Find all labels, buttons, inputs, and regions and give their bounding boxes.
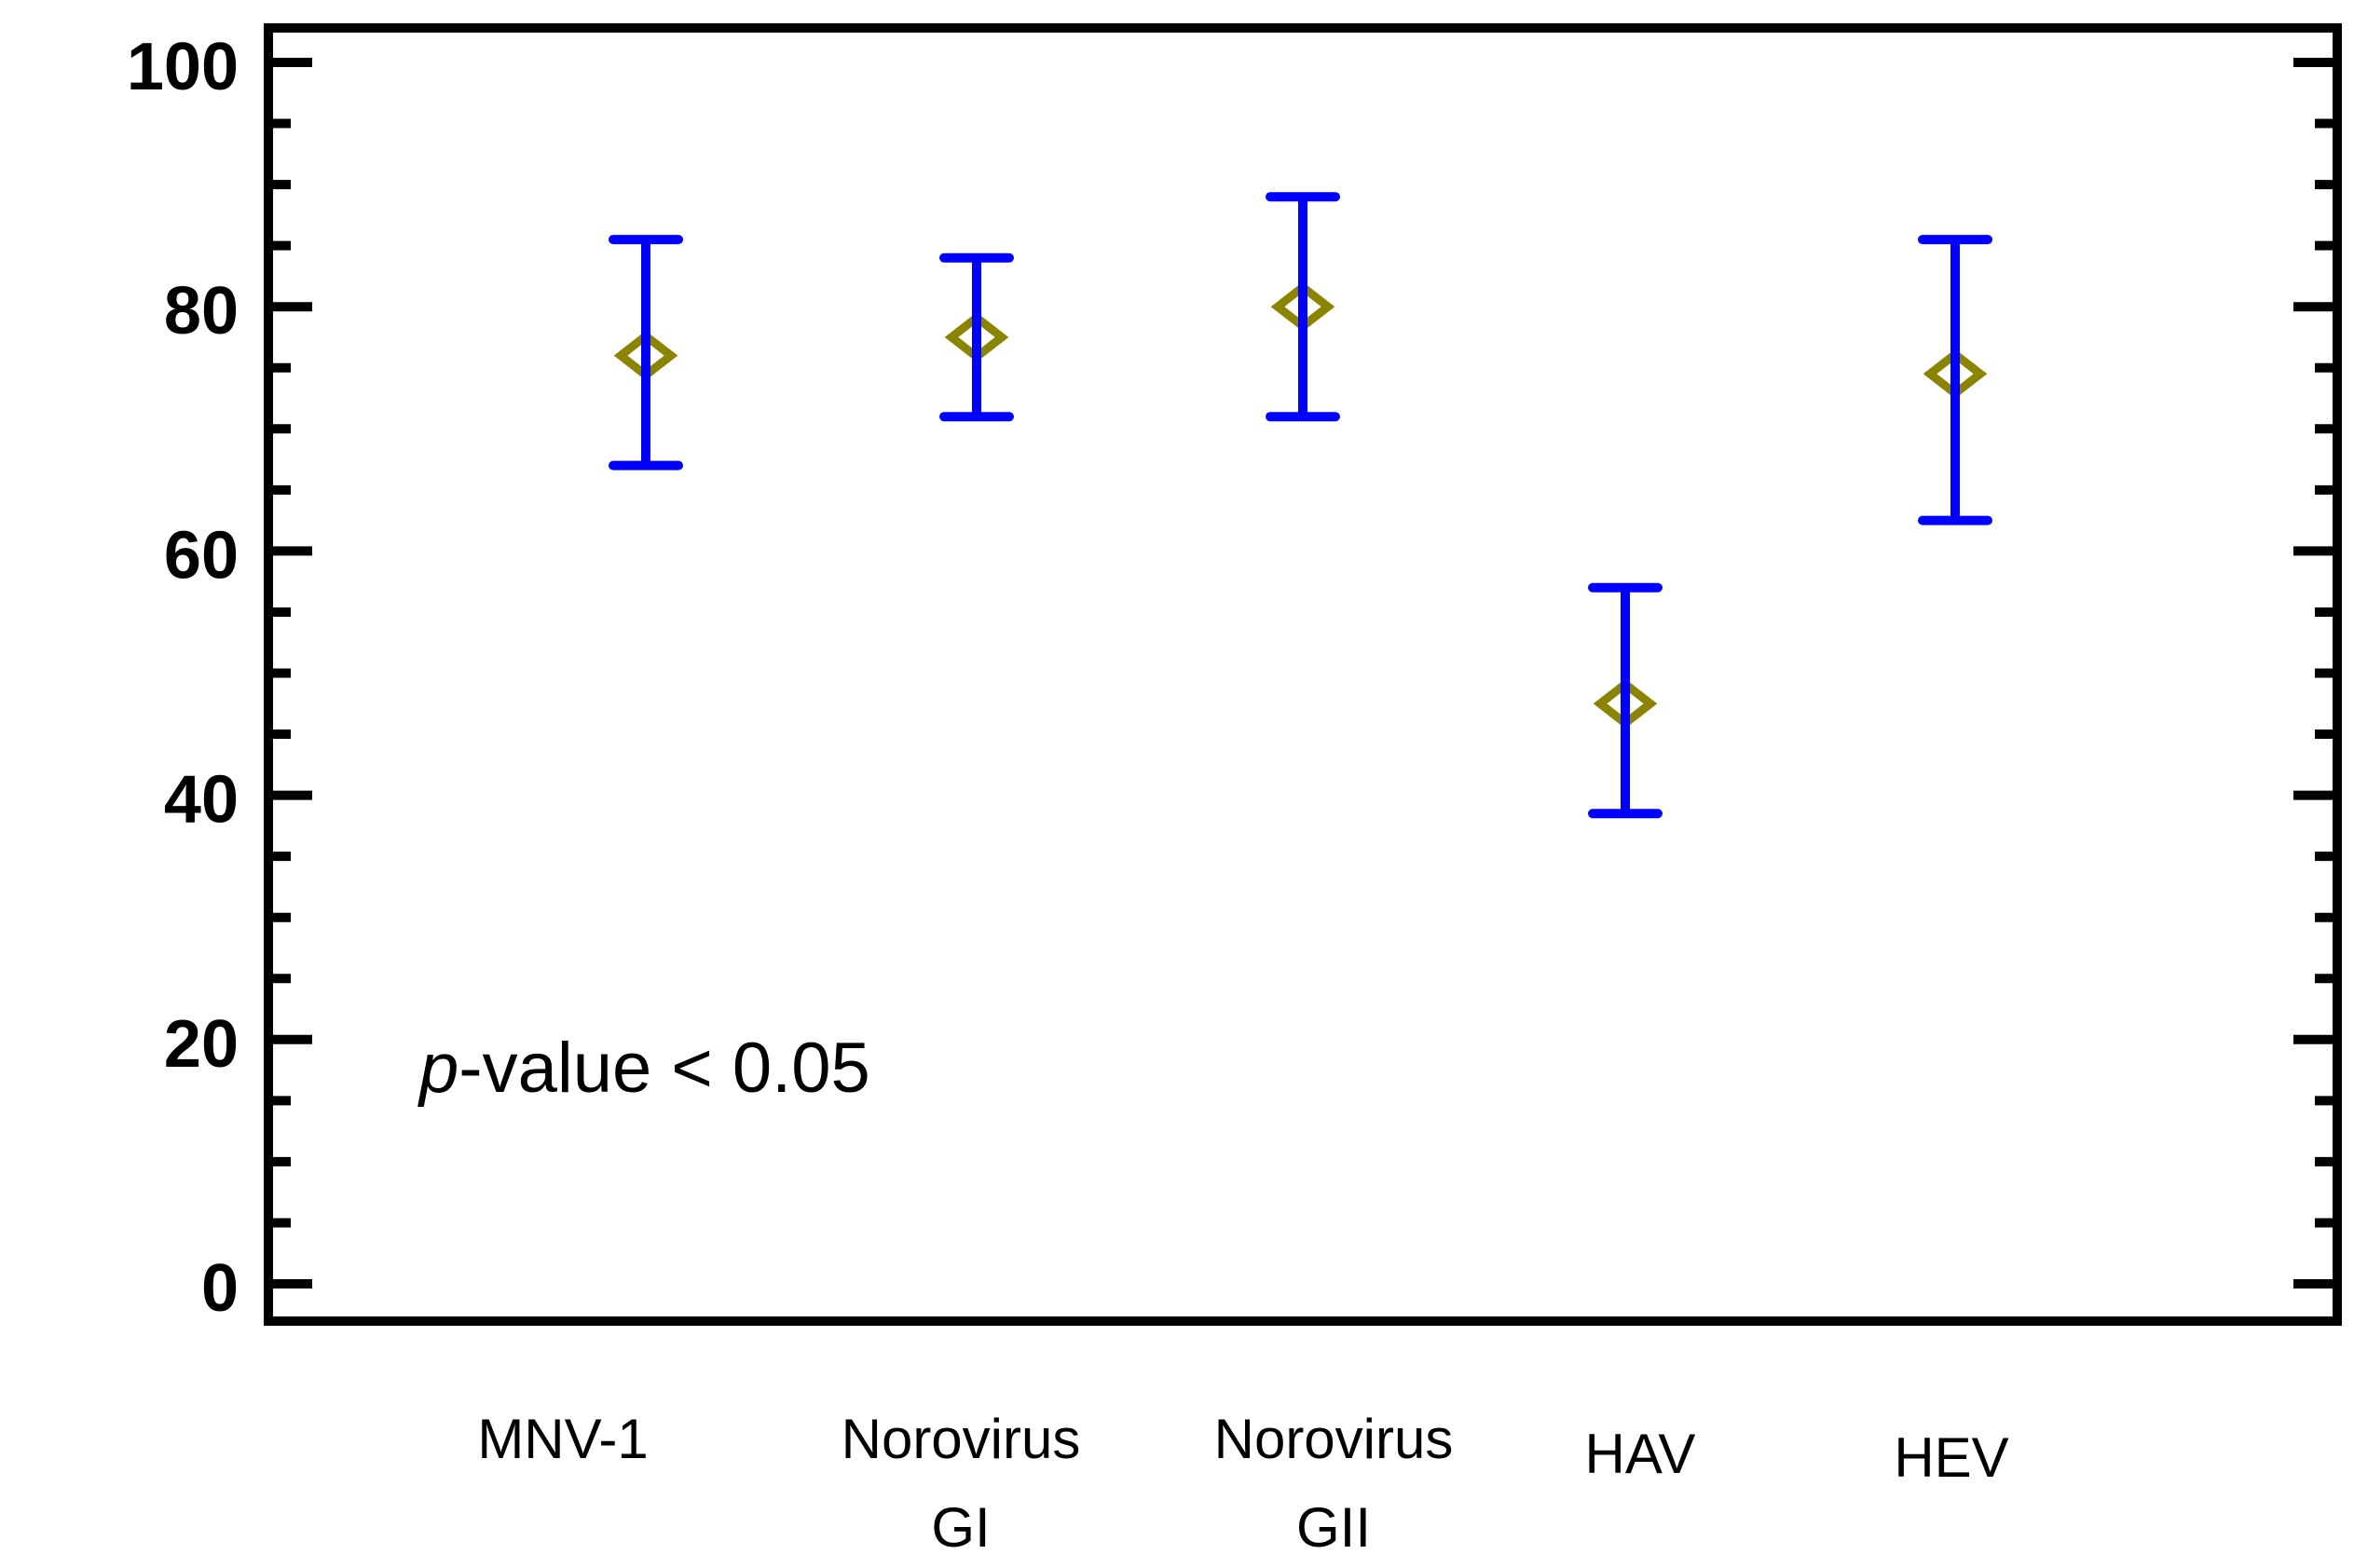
plot-border bbox=[264, 23, 2342, 1326]
x-category-label: HAV bbox=[1585, 1423, 1696, 1485]
y-tick-label: 100 bbox=[127, 30, 239, 104]
y-tick-label: 0 bbox=[201, 1251, 239, 1326]
y-tick-label: 40 bbox=[164, 763, 239, 838]
x-category-label-line2: GI bbox=[931, 1496, 990, 1559]
y-tick-label: 20 bbox=[164, 1007, 239, 1082]
x-category-label: HEV bbox=[1894, 1426, 2008, 1489]
x-category-label: MNV-1 bbox=[477, 1408, 648, 1470]
y-tick-label: 60 bbox=[164, 518, 239, 593]
y-tick-label: 80 bbox=[164, 274, 239, 348]
x-category-label: Norovirus bbox=[842, 1408, 1081, 1470]
p-value-annotation-rest: -value < 0.05 bbox=[458, 1029, 870, 1108]
p-value-annotation-italic: p bbox=[417, 1029, 458, 1108]
x-category-label: Norovirus bbox=[1214, 1408, 1454, 1470]
p-value-annotation: p-value < 0.05 bbox=[417, 1029, 870, 1108]
x-category-label-line2: GII bbox=[1296, 1496, 1371, 1559]
